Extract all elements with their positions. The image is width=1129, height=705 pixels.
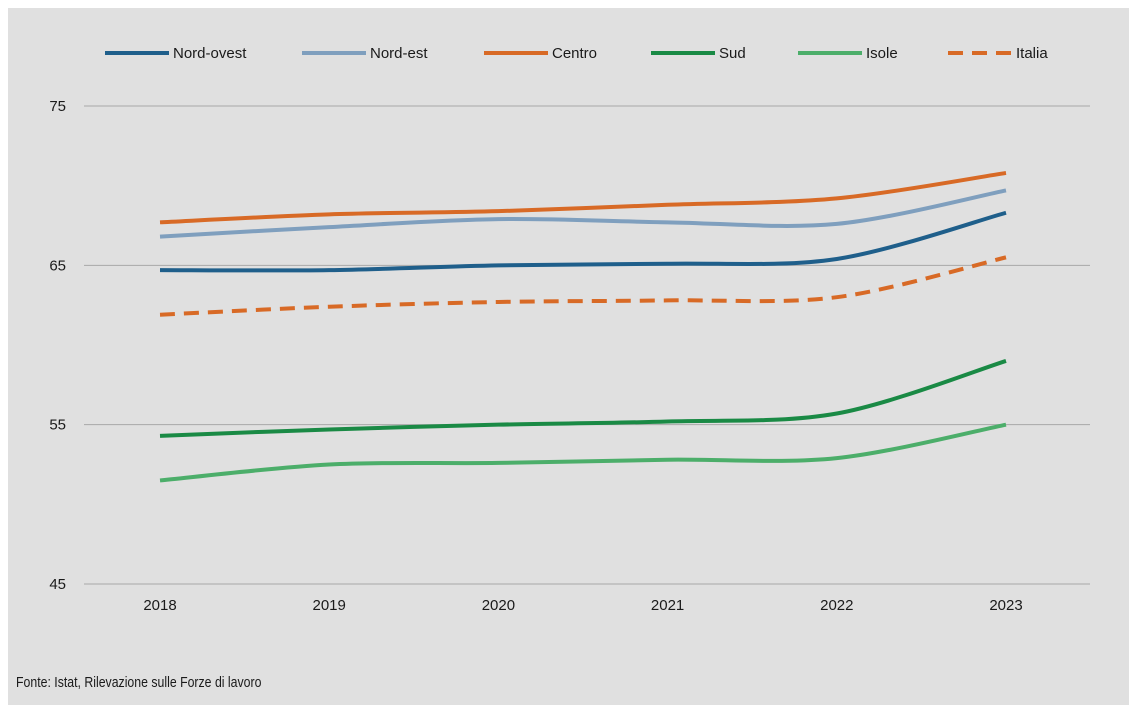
x-tick-label: 2022 (820, 597, 853, 614)
source-note: Fonte: Istat, Rilevazione sulle Forze di… (16, 674, 262, 691)
x-tick-label: 2019 (313, 597, 346, 614)
legend: Nord-ovest Nord-est Centro Sud Isole Italia (105, 45, 1048, 62)
line-chart: 45 55 65 75 2018 2019 2020 2021 2022 2023 Nord-o… (49, 45, 1090, 614)
series-line-italia (159, 255, 1007, 317)
series-line-isole (159, 422, 1007, 483)
series-line-centro (159, 170, 1007, 225)
series-lines (159, 170, 1007, 483)
y-tick-label: 55 (49, 417, 66, 434)
x-tick-label: 2021 (651, 597, 684, 614)
legend-label-sud: Sud (719, 45, 746, 62)
y-axis-ticks: 45 55 65 75 (49, 98, 66, 593)
x-axis-ticks: 2018 2019 2020 2021 2022 2023 (143, 597, 1022, 614)
y-tick-label: 75 (49, 98, 66, 115)
legend-label-centro: Centro (552, 45, 597, 62)
y-tick-label: 65 (49, 257, 66, 274)
legend-label-isole: Isole (866, 45, 898, 62)
x-tick-label: 2018 (143, 597, 176, 614)
legend-label-italia: Italia (1016, 45, 1048, 62)
series-line-nord-ovest (159, 210, 1007, 273)
x-tick-label: 2020 (482, 597, 515, 614)
series-line-sud (159, 359, 1007, 438)
y-tick-label: 45 (49, 576, 66, 593)
series-line-nord-est (159, 188, 1007, 239)
legend-label-nord-ovest: Nord-ovest (173, 45, 247, 62)
x-tick-label: 2023 (989, 597, 1022, 614)
legend-label-nord-est: Nord-est (370, 45, 428, 62)
chart-panel: 45 55 65 75 2018 2019 2020 2021 2022 2023 Nord-o… (8, 8, 1129, 705)
gridlines (84, 105, 1090, 585)
